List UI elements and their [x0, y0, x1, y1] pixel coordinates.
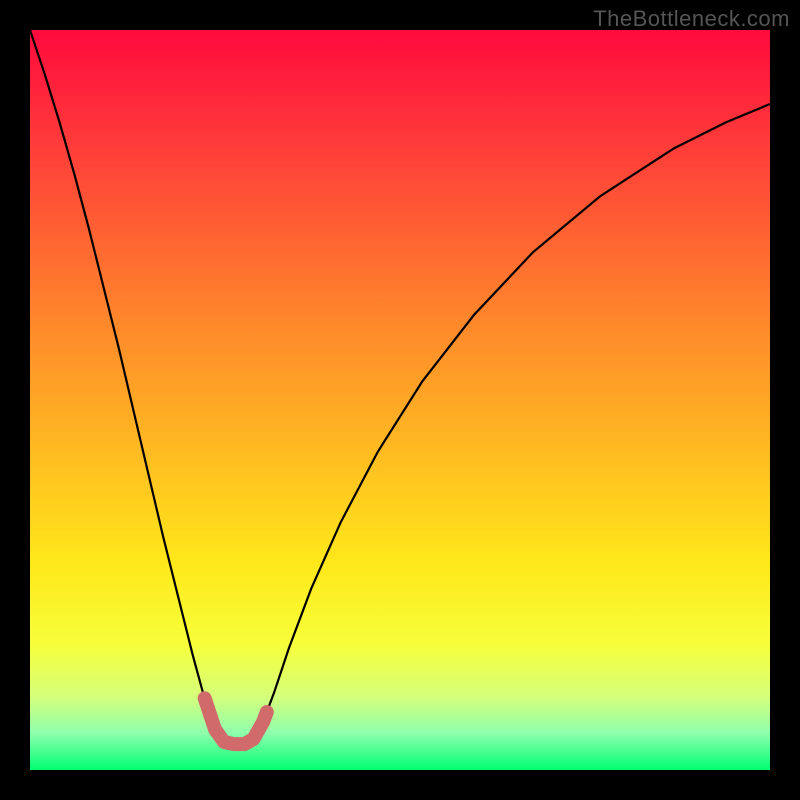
watermark-text: TheBottleneck.com	[593, 6, 790, 32]
gradient-background	[30, 30, 770, 770]
bottleneck-chart	[0, 0, 800, 800]
